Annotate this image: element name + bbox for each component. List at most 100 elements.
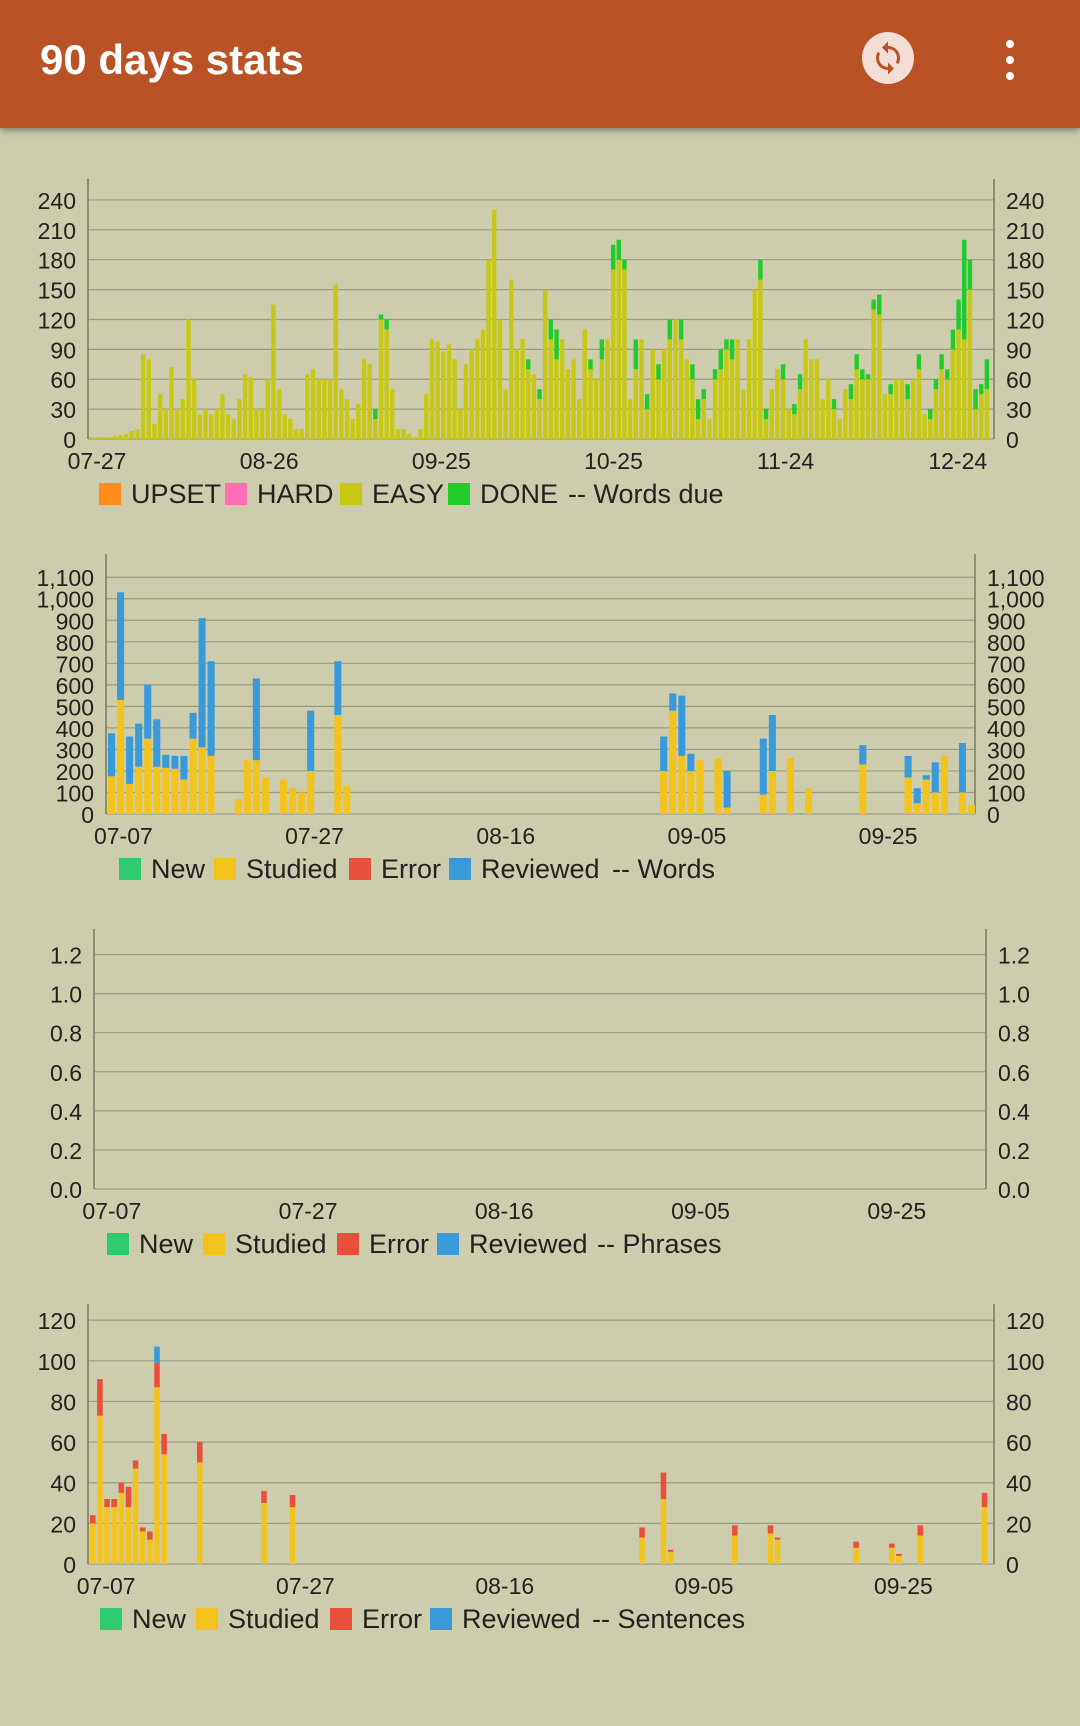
bar-easy (418, 429, 423, 439)
bar-easy (509, 279, 514, 439)
x-tick-label: 07-27 (279, 1198, 338, 1224)
bar-easy (735, 339, 740, 439)
bar-easy (152, 424, 157, 439)
bar-studied (279, 779, 288, 814)
bar-done (984, 359, 990, 390)
bar-easy (729, 359, 735, 439)
bar-easy (537, 399, 542, 439)
bar-studied (958, 792, 966, 814)
bar-easy (186, 319, 191, 439)
phrases-plot: 0.0 0.0 0.2 0.2 0.4 0.4 0.6 0.6 0.8 0.8 1.0 1.0 1.2 1… (50, 929, 1030, 1224)
y-tick-label-right: 60 (1006, 1430, 1032, 1456)
bar-easy (673, 319, 678, 439)
bar-easy (305, 374, 310, 439)
bar-studied (161, 1454, 167, 1564)
legend-label-easy: EASY (372, 479, 445, 509)
bar-easy (356, 404, 361, 439)
bar-studied (126, 783, 134, 814)
bar-studied (153, 766, 161, 814)
legend-item-new: New (107, 1226, 193, 1262)
bar-easy (848, 399, 854, 439)
bar-studied (243, 760, 251, 814)
x-tick-label: 07-27 (285, 823, 344, 849)
bar-studied (922, 779, 930, 814)
bar-easy (582, 329, 588, 439)
bar-easy (860, 379, 865, 439)
legend-swatch-new (119, 858, 141, 880)
y-tick-label-right: 240 (1006, 188, 1044, 214)
bar-easy (480, 329, 486, 439)
bar-error (767, 1525, 774, 1534)
bar-easy (707, 419, 712, 439)
bar-done (548, 319, 554, 340)
y-tick-label-left: 40 (50, 1471, 76, 1497)
bar-easy (225, 414, 231, 439)
bar-studied (759, 794, 767, 814)
bar-error (289, 1494, 296, 1508)
words-due-legend: UPSET HARD EASY DONE -- Words due (0, 476, 1080, 512)
x-tick-label: 08-16 (475, 1198, 534, 1224)
bar-easy (718, 369, 723, 439)
y-tick-label-left: 900 (56, 608, 94, 634)
bar-studied (171, 768, 179, 814)
bar-easy (373, 419, 378, 439)
y-tick-label-right: 1.2 (998, 943, 1030, 969)
bar-easy (446, 344, 452, 439)
chart-caption-words-due: -- Words due (568, 479, 724, 509)
bar-done (656, 364, 661, 380)
y-tick-label-right: 0.4 (998, 1099, 1030, 1125)
bar-easy (429, 339, 435, 439)
bar-studied (104, 1507, 110, 1564)
bar-reviewed (768, 714, 776, 771)
bar-easy (95, 437, 101, 439)
bar-easy (140, 354, 146, 439)
bar-easy (633, 369, 639, 439)
bar-done (644, 394, 650, 410)
y-tick-label-right: 800 (987, 630, 1025, 656)
legend-label-studied: Studied (228, 1604, 320, 1634)
bar-error (90, 1515, 96, 1524)
y-tick-label-right: 80 (1006, 1389, 1032, 1415)
y-tick-label-left: 1,000 (36, 587, 94, 613)
bar-reviewed (334, 661, 342, 715)
legend-item-error: Error (330, 1601, 422, 1637)
y-tick-label-left: 100 (56, 780, 94, 806)
bar-reviewed (162, 754, 170, 768)
y-tick-label-right: 90 (1006, 337, 1032, 363)
y-tick-label-left: 100 (38, 1349, 76, 1375)
bar-studied (678, 755, 686, 814)
bar-easy (622, 269, 627, 439)
bar-reviewed (913, 788, 921, 804)
x-tick-label: 12-24 (928, 448, 987, 474)
y-tick-label-left: 0.6 (50, 1060, 82, 1086)
x-tick-label: 09-25 (867, 1198, 926, 1224)
page-title: 90 days stats (40, 36, 304, 83)
bar-reviewed (252, 678, 260, 761)
legend-item-error: Error (349, 851, 441, 887)
bar-easy (259, 409, 265, 439)
x-tick-label: 07-27 (68, 448, 127, 474)
bar-studied (234, 798, 242, 814)
bar-done (905, 384, 910, 400)
bar-easy (690, 379, 695, 439)
bar-easy (780, 379, 786, 439)
bar-done (599, 339, 605, 360)
bar-easy (197, 414, 203, 439)
bar-easy (644, 409, 650, 439)
bar-easy (424, 394, 429, 439)
overflow-menu-button[interactable] (990, 36, 1030, 84)
y-tick-label-left: 60 (50, 1430, 76, 1456)
bar-easy (299, 429, 304, 439)
sync-button[interactable] (862, 32, 914, 84)
bar-studied (853, 1547, 859, 1564)
x-tick-label: 07-07 (94, 823, 153, 849)
bar-easy (820, 399, 825, 439)
y-tick-label-left: 0 (81, 802, 94, 828)
bar-easy (843, 389, 848, 439)
bar-easy (928, 419, 933, 439)
bar-studied (289, 788, 297, 814)
bar-easy (899, 379, 905, 439)
legend-label-studied: Studied (246, 854, 338, 884)
bar-done (933, 379, 939, 390)
bar-done (384, 319, 389, 330)
